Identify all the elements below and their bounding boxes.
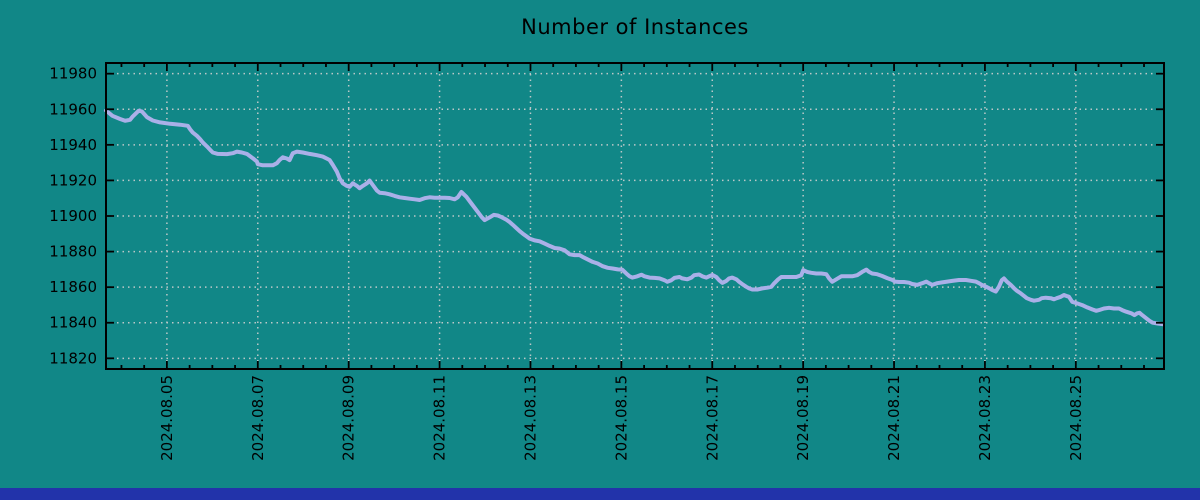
- x-axis-tick-label: 2024.08.19: [794, 375, 812, 461]
- y-axis-tick-label: 11960: [49, 100, 97, 118]
- y-axis-tick-label: 11880: [49, 243, 97, 261]
- chart-area: Number of Instances 11820 11840 11860 11880…: [49, 15, 1165, 461]
- x-axis-tick-label: 2024.08.13: [521, 375, 539, 461]
- y-axis-tick-label: 11840: [49, 314, 97, 332]
- line-chart-canvas: 11820 11840 11860 11880 11900 11920 11940 11960…: [49, 62, 1165, 461]
- y-axis-tick-label: 11820: [49, 349, 97, 367]
- x-axis-tick-label: 2024.08.17: [703, 375, 721, 461]
- data-line-instances: [104, 108, 1165, 327]
- y-axis-tick-label: 11980: [49, 65, 97, 83]
- y-axis-tick-label: 11900: [49, 207, 97, 225]
- x-axis-tick-label: 2024.08.25: [1067, 375, 1085, 461]
- x-axis-tick-label: 2024.08.05: [158, 375, 176, 461]
- y-axis-tick-label: 11920: [49, 171, 97, 189]
- y-axis-tick-label: 11940: [49, 136, 97, 154]
- x-axis-tick-label: 2024.08.15: [612, 375, 630, 461]
- bottom-taskbar-strip: [0, 488, 1200, 500]
- x-axis-tick-label: 2024.08.07: [249, 375, 267, 461]
- x-axis-tick-label: 2024.08.11: [431, 375, 449, 461]
- x-axis-tick-label: 2024.08.09: [340, 375, 358, 461]
- x-axis-tick-label: 2024.08.21: [885, 375, 903, 461]
- chart-title: Number of Instances: [521, 15, 749, 39]
- x-axis-tick-label: 2024.08.23: [976, 375, 994, 461]
- y-axis-tick-label: 11860: [49, 278, 97, 296]
